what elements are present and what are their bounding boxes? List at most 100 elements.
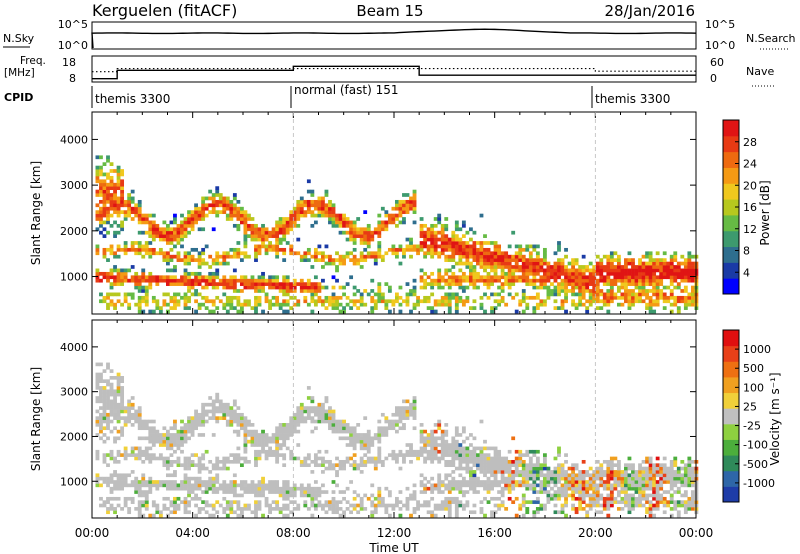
power-cell — [113, 189, 117, 194]
velocity-cell — [511, 500, 516, 504]
power-cell — [317, 289, 322, 293]
velocity-cell — [313, 406, 318, 410]
power-cell — [352, 261, 357, 266]
velocity-cell — [331, 490, 336, 494]
power-cell — [645, 268, 649, 273]
velocity-cell — [264, 486, 269, 491]
power-cell — [243, 217, 248, 221]
power-cell — [490, 254, 494, 259]
velocity-cell — [652, 473, 657, 478]
power-cell — [490, 251, 494, 256]
power-cell — [342, 258, 346, 262]
power-cell — [402, 217, 406, 221]
power-cell — [578, 285, 583, 290]
velocity-cell — [264, 449, 269, 454]
power-cell — [173, 220, 177, 225]
power-cell — [236, 213, 241, 218]
velocity-cell — [599, 510, 604, 515]
velocity-cell — [535, 476, 540, 481]
velocity-cell — [560, 490, 565, 494]
velocity-cell — [338, 466, 343, 471]
velocity-cell — [275, 503, 280, 508]
velocity-cell — [483, 513, 487, 518]
velocity-cell — [250, 490, 255, 494]
power-cell — [169, 234, 174, 238]
power-cell — [349, 234, 354, 238]
velocity-cell — [141, 480, 146, 484]
velocity-cell — [669, 486, 674, 491]
velocity-cell — [395, 406, 399, 410]
velocity-cell — [211, 406, 216, 410]
velocity-cell — [176, 503, 181, 508]
power-cell — [137, 199, 142, 204]
velocity-cell — [324, 416, 329, 420]
velocity-cell — [289, 510, 294, 515]
velocity-cell — [352, 490, 357, 494]
velocity-cell — [324, 396, 329, 400]
velocity-cell — [430, 459, 435, 464]
velocity-cell — [553, 510, 558, 515]
power-cell — [560, 258, 565, 262]
velocity-cell — [616, 493, 621, 498]
velocity-cell — [130, 480, 135, 484]
velocity-cell — [264, 443, 269, 447]
power-cell — [419, 268, 424, 273]
power-cell — [542, 268, 547, 273]
power-cell — [282, 289, 287, 293]
freq-label-1: Freq. — [20, 55, 46, 67]
velocity-cell — [426, 500, 431, 504]
velocity-cell — [278, 433, 283, 437]
velocity-cell — [641, 483, 646, 488]
power-cell — [620, 292, 625, 297]
velocity-cell — [359, 503, 364, 508]
power-cell — [187, 258, 191, 262]
power-cell — [398, 247, 403, 252]
power-cell — [641, 278, 646, 283]
power-cell — [613, 271, 618, 276]
velocity-cell — [451, 496, 456, 501]
velocity-cell — [652, 476, 657, 481]
power-cell — [461, 271, 466, 276]
velocity-cell — [148, 453, 153, 457]
power-cell — [528, 271, 533, 276]
power-cell — [683, 268, 688, 273]
power-cell — [229, 247, 234, 252]
velocity-cell — [539, 466, 544, 471]
velocity-cell — [380, 503, 385, 508]
velocity-cell — [366, 439, 371, 444]
velocity-cell — [578, 476, 583, 481]
velocity-cell — [426, 503, 431, 508]
power-cell — [113, 254, 117, 259]
velocity-cell — [335, 456, 339, 461]
velocity-cell — [402, 503, 406, 508]
velocity-cell — [165, 429, 170, 434]
velocity-cell — [257, 500, 262, 504]
power-cell — [113, 278, 117, 283]
velocity-cell — [222, 480, 227, 484]
power-cell — [528, 251, 533, 256]
velocity-cell — [113, 439, 117, 444]
freq-tick-bottom: 8 — [69, 72, 76, 85]
power-cell — [261, 309, 265, 314]
velocity-cell — [447, 510, 452, 515]
power-cell — [176, 302, 181, 307]
velocity-cell — [190, 496, 195, 501]
velocity-cell — [211, 486, 216, 491]
velocity-cell — [659, 500, 664, 504]
power-cell — [151, 251, 156, 256]
velocity-cell — [521, 500, 526, 504]
velocity-cell — [229, 416, 234, 420]
velocity-cell — [257, 480, 262, 484]
velocity-cell — [222, 490, 227, 494]
power-cell — [366, 223, 371, 228]
power-cell — [437, 285, 442, 290]
velocity-cell — [236, 406, 241, 410]
velocity-cell — [243, 507, 248, 511]
power-cell — [275, 295, 280, 300]
power-cell — [116, 275, 121, 280]
velocity-cell — [137, 426, 142, 431]
power-cell — [437, 251, 442, 256]
power-cell — [345, 251, 350, 256]
power-cell — [303, 251, 308, 256]
velocity-cell — [405, 486, 410, 491]
